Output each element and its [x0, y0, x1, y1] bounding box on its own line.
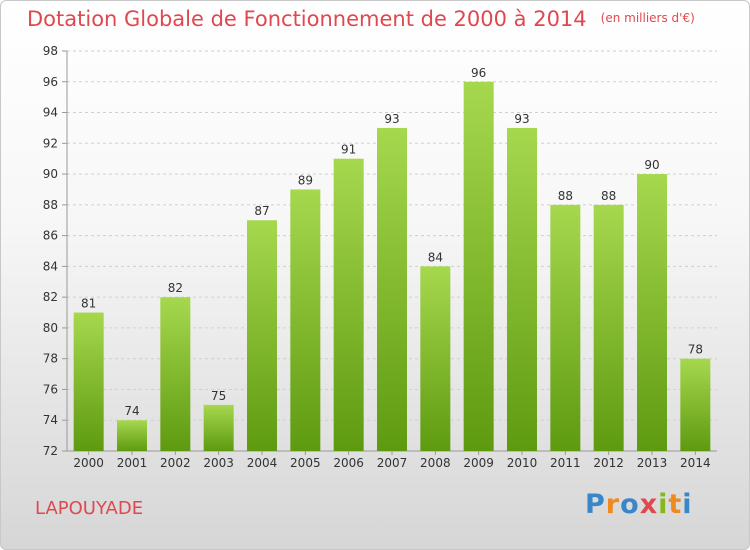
y-tick-label: 72 — [43, 444, 58, 458]
chart-title: Dotation Globale de Fonctionnement de 20… — [27, 7, 695, 31]
data-labels: 81 74 82 75 87 89 91 93 84 96 93 88 88 90 78 — [81, 66, 703, 418]
bar-2014 — [680, 358, 711, 451]
y-tick-label: 78 — [43, 352, 58, 366]
logo-letter: t — [668, 489, 683, 520]
data-label-2002: 82 — [168, 281, 183, 295]
y-tick-label: 80 — [43, 321, 58, 335]
x-tick-labels: 2000 2001 2002 2003 2004 2005 2006 2007 2008 2009… — [73, 456, 710, 470]
bar-2011 — [550, 204, 581, 451]
y-tick-label: 90 — [43, 167, 58, 181]
data-label-2009: 96 — [471, 66, 486, 80]
bar-2005 — [290, 189, 321, 451]
data-label-2008: 84 — [428, 250, 443, 264]
y-tick-label: 92 — [43, 136, 58, 150]
y-tick-label: 98 — [43, 44, 58, 58]
bar-2001 — [117, 420, 147, 451]
bar-2007 — [377, 127, 407, 451]
bar-2010 — [507, 127, 537, 451]
title-unit: (en milliers d'€) — [600, 11, 695, 25]
bar-2006 — [333, 158, 364, 451]
logo-letter: o — [620, 489, 640, 520]
x-tick-label: 2003 — [203, 456, 234, 470]
logo-letter: i — [682, 489, 693, 520]
y-tick-label: 74 — [43, 413, 58, 427]
x-tick-label: 2014 — [680, 456, 711, 470]
data-label-2004: 87 — [254, 204, 269, 218]
data-label-2013: 90 — [644, 158, 659, 172]
x-tick-label: 2000 — [73, 456, 104, 470]
bar-2003 — [203, 404, 234, 451]
data-label-2000: 81 — [81, 297, 96, 311]
x-tick-label: 2012 — [593, 456, 624, 470]
bar-2002 — [160, 297, 191, 451]
y-tick-label: 88 — [43, 198, 58, 212]
data-label-2003: 75 — [211, 389, 226, 403]
x-tick-label: 2011 — [550, 456, 581, 470]
x-tick-label: 2013 — [637, 456, 668, 470]
x-tick-label: 2004 — [247, 456, 278, 470]
data-label-2011: 88 — [558, 189, 573, 203]
data-label-2010: 93 — [514, 112, 529, 126]
bars — [73, 81, 711, 452]
y-tick-label: 82 — [43, 290, 58, 304]
logo-letter: x — [639, 489, 659, 520]
x-tick-label: 2001 — [117, 456, 148, 470]
x-tick-label: 2006 — [333, 456, 364, 470]
x-tick-label: 2008 — [420, 456, 451, 470]
x-tick-label: 2010 — [507, 456, 538, 470]
x-tick-label: 2007 — [377, 456, 408, 470]
y-tick-label: 96 — [43, 75, 58, 89]
y-tick-label: 84 — [43, 259, 58, 273]
data-label-2012: 88 — [601, 189, 616, 203]
x-tick-label: 2005 — [290, 456, 321, 470]
y-tick-label: 76 — [43, 382, 58, 396]
bar-2009 — [463, 81, 494, 452]
data-label-2005: 89 — [298, 173, 313, 187]
proxiti-logo[interactable]: Proxiti — [585, 489, 693, 520]
y-tick-label: 94 — [43, 106, 58, 120]
bar-2004 — [247, 220, 277, 451]
logo-letter: P — [585, 489, 606, 520]
bar-2008 — [420, 266, 451, 451]
data-label-2006: 91 — [341, 143, 356, 157]
bar-2012 — [593, 204, 624, 451]
x-tick-label: 2009 — [463, 456, 494, 470]
bar-2000 — [73, 312, 104, 451]
logo-letter: i — [658, 489, 669, 520]
commune-name: LAPOUYADE — [35, 498, 144, 519]
y-tick-labels: 72 74 76 78 80 82 84 86 88 90 92 94 96 98 — [43, 44, 58, 458]
bar-2013 — [637, 174, 667, 452]
x-tick-label: 2002 — [160, 456, 191, 470]
data-label-2007: 93 — [384, 112, 399, 126]
y-tick-label: 86 — [43, 229, 58, 243]
data-label-2001: 74 — [124, 404, 139, 418]
logo-letter: r — [605, 489, 621, 520]
data-label-2014: 78 — [688, 343, 703, 357]
title-main: Dotation Globale de Fonctionnement de 20… — [27, 7, 587, 31]
